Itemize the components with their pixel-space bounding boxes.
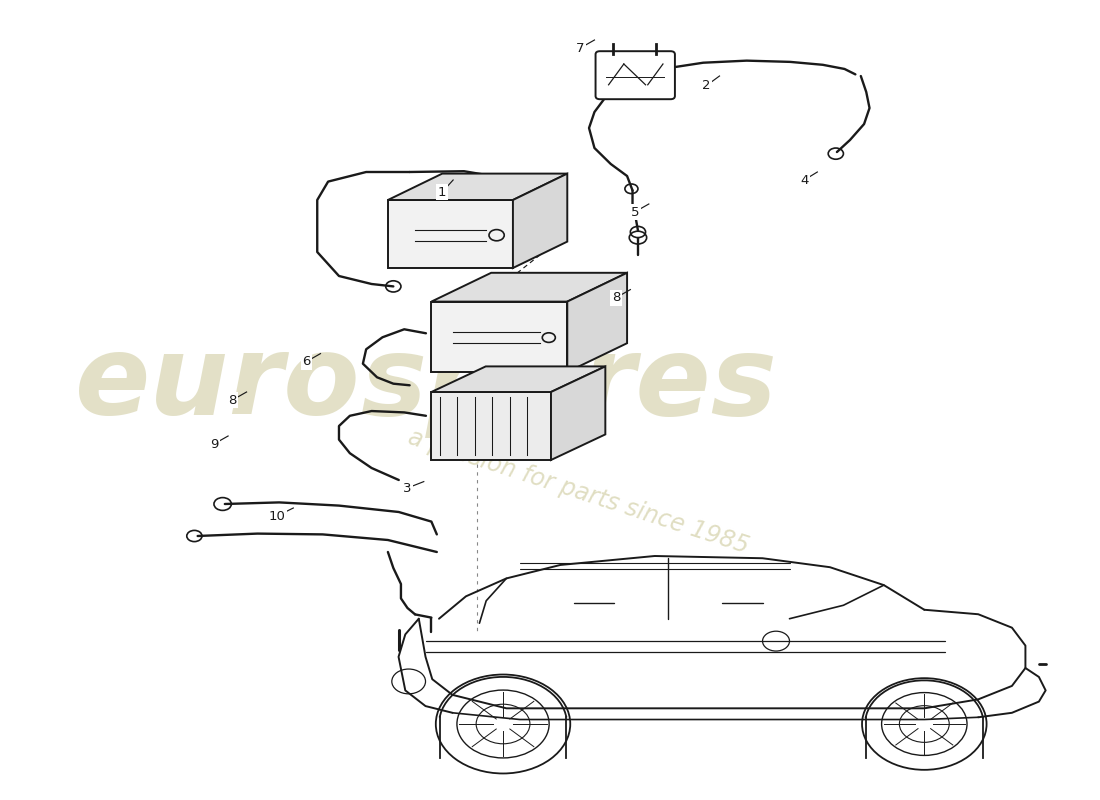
Text: spares: spares [361,330,778,438]
Text: 7: 7 [576,42,584,54]
Polygon shape [431,273,627,302]
Polygon shape [513,174,568,268]
Text: 4: 4 [800,174,808,186]
Text: 2: 2 [702,79,711,92]
Text: 10: 10 [268,510,285,522]
Text: 8: 8 [612,291,620,304]
Text: 3: 3 [404,482,411,494]
Polygon shape [388,200,513,268]
Text: a passion for parts since 1985: a passion for parts since 1985 [405,426,751,558]
Polygon shape [568,273,627,372]
FancyBboxPatch shape [595,51,675,99]
Text: euro: euro [75,330,361,438]
Polygon shape [431,392,551,460]
Text: 8: 8 [228,394,236,406]
Text: 9: 9 [210,438,218,450]
Text: 5: 5 [630,206,639,218]
Text: 6: 6 [302,355,310,368]
Polygon shape [431,366,605,392]
Polygon shape [551,366,605,460]
Text: 1: 1 [438,186,447,198]
Polygon shape [431,302,568,372]
Polygon shape [388,174,568,200]
